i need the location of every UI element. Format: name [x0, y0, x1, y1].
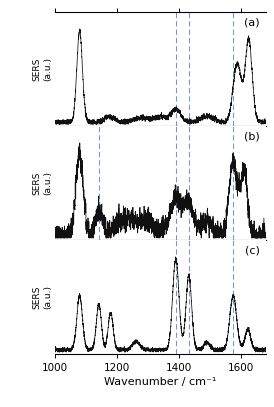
Text: (b): (b)	[244, 132, 259, 142]
Y-axis label: SERS
(a.u.): SERS (a.u.)	[33, 171, 52, 195]
Y-axis label: SERS
(a.u.): SERS (a.u.)	[33, 57, 52, 81]
Text: (a): (a)	[244, 18, 259, 28]
Y-axis label: SERS
(a.u.): SERS (a.u.)	[33, 285, 52, 309]
X-axis label: Wavenumber / cm⁻¹: Wavenumber / cm⁻¹	[104, 377, 216, 387]
Text: (c): (c)	[245, 246, 259, 256]
